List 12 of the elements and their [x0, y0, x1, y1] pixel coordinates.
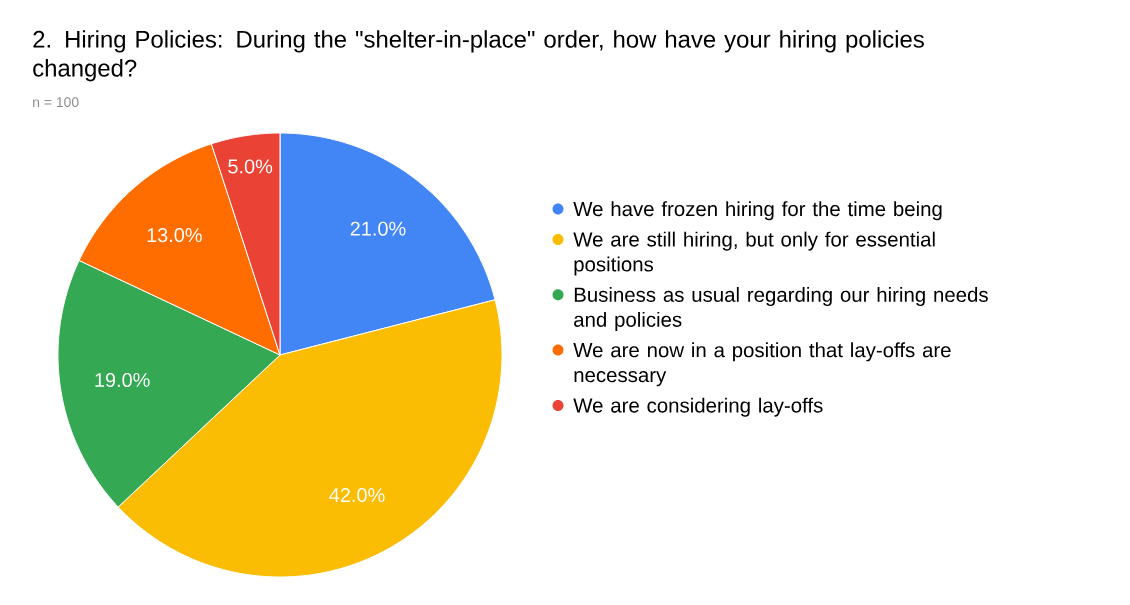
legend-label: We have frozen hiring for the time being	[573, 201, 942, 221]
data-label: 19.0%	[95, 372, 150, 388]
data-label: 42.0%	[329, 488, 385, 503]
chart-subtitle: n = 100	[33, 97, 79, 108]
legend-label: Business as usual regarding our hiring needs and policies	[574, 286, 988, 331]
data-label: 5.0%	[228, 159, 273, 174]
legend-label: We are now in a position that lay-offs are necessary	[573, 342, 951, 387]
data-label: 13.0%	[147, 228, 202, 243]
legend-label: We are considering lay-offs	[573, 397, 823, 417]
data-label: 21.0%	[350, 221, 406, 236]
chart-title: 2. Hiring Policies: During the "shelter-in-place" order, how have your hiring policies changed?	[33, 30, 924, 82]
legend-label: We are still hiring, but only for essential positions	[573, 231, 935, 276]
